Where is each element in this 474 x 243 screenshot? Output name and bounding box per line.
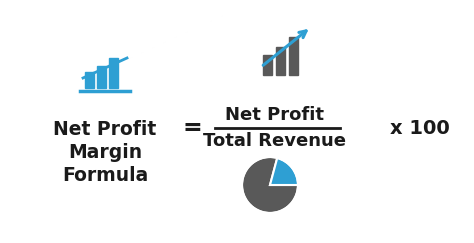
Bar (276, 47, 285, 75)
Bar (109, 58, 118, 88)
Text: Total Revenue: Total Revenue (203, 132, 346, 150)
Bar (263, 55, 272, 75)
Text: Net Profit
Margin
Formula: Net Profit Margin Formula (54, 120, 156, 184)
Text: =: = (182, 116, 202, 140)
Text: x 100: x 100 (390, 119, 450, 138)
Wedge shape (270, 158, 298, 185)
Bar (85, 72, 94, 88)
Bar (97, 66, 106, 88)
Bar (289, 37, 298, 75)
Text: Net Profit: Net Profit (226, 106, 325, 124)
Wedge shape (242, 157, 298, 213)
